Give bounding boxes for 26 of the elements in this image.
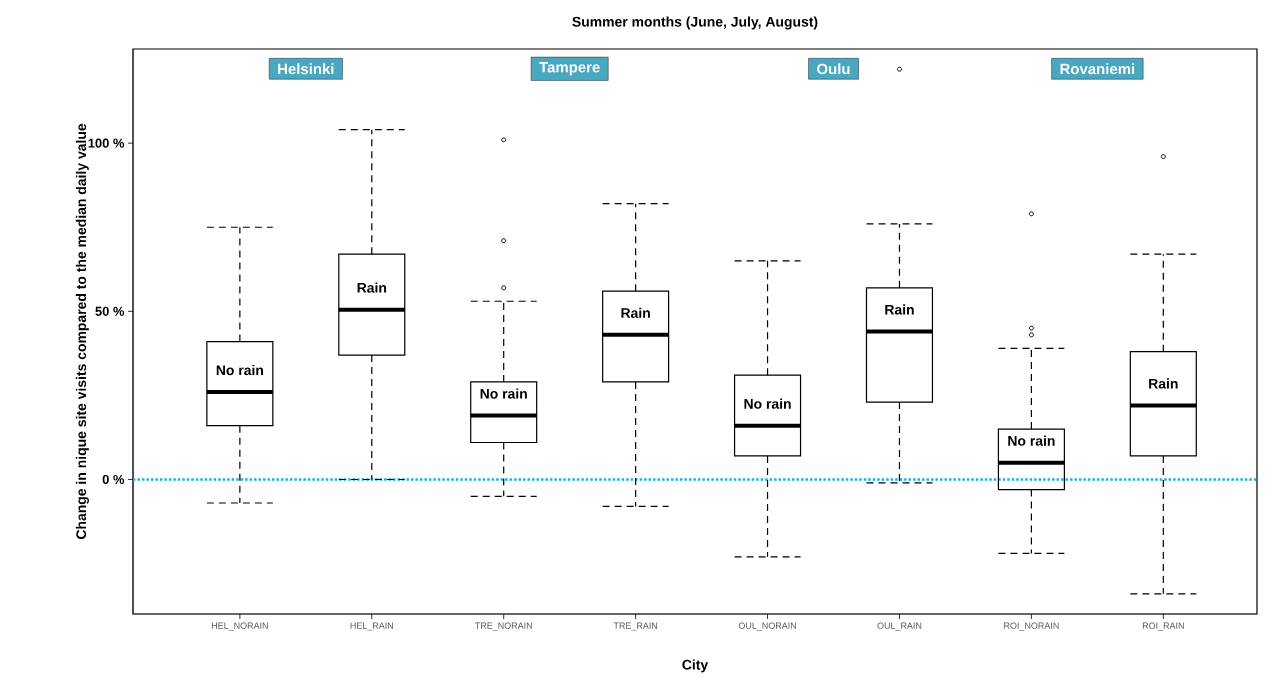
annotation: Rain bbox=[357, 282, 387, 293]
annotation: No rain bbox=[744, 398, 791, 409]
x-tick-label: ROI_RAIN bbox=[1142, 622, 1184, 631]
chart-title: Summer months (June, July, August) bbox=[572, 16, 818, 30]
annotation: No rain bbox=[216, 364, 263, 376]
x-tick-label: TRE_NORAIN bbox=[475, 622, 532, 631]
y-tick-label: 50 % bbox=[95, 306, 125, 316]
x-tick-label: HEL_NORAIN bbox=[211, 622, 268, 631]
annotation: Oulu bbox=[817, 63, 850, 75]
x-axis-title: City bbox=[682, 659, 709, 673]
y-axis-title: Change in nique site visits compared to the median daily value bbox=[75, 123, 89, 540]
annotation: Rain bbox=[885, 304, 914, 315]
annotation: Rain bbox=[621, 307, 650, 318]
x-tick-label: TRE_RAIN bbox=[613, 622, 658, 631]
x-tick-label: OUL_RAIN bbox=[877, 622, 922, 631]
annotation: No rain bbox=[1008, 435, 1055, 446]
annotation: Rovaniemi bbox=[1060, 63, 1135, 75]
x-tick-label: HEL_RAIN bbox=[350, 622, 393, 631]
x-tick-label: OUL_NORAIN bbox=[738, 622, 796, 631]
y-tick-label: 100 % bbox=[88, 138, 125, 148]
annotation: Tampere bbox=[539, 62, 600, 76]
annotation: Helsinki bbox=[278, 63, 334, 75]
annotation: Rain bbox=[1149, 378, 1178, 389]
annotation: No rain bbox=[480, 388, 527, 399]
y-tick-label: 0 % bbox=[102, 474, 125, 485]
x-tick-label: ROI_NORAIN bbox=[1004, 622, 1059, 631]
